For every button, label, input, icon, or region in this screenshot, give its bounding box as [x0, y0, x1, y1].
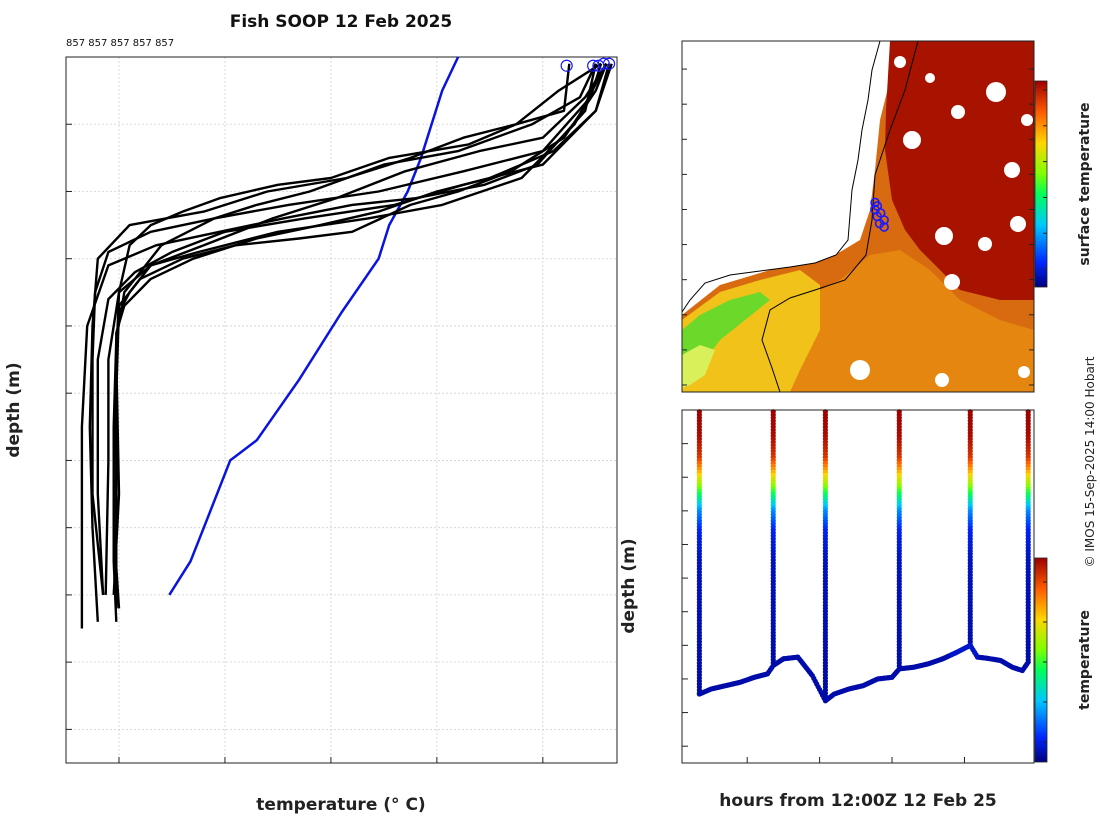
section-dots — [696, 409, 1031, 704]
section-ticks — [682, 409, 965, 763]
map-axes-box — [681, 40, 1035, 393]
sst-map-panel: surface temperature — [681, 40, 1093, 393]
section-colorbar — [1034, 557, 1048, 763]
profile-lines — [80, 62, 613, 629]
cloud-gaps — [850, 56, 1033, 387]
profile-series-7 — [112, 63, 608, 595]
profile-y-axis-label: depth (m) — [4, 362, 24, 457]
ship-track-point — [879, 222, 889, 232]
surface-markers — [560, 57, 616, 72]
section-dot — [1025, 659, 1031, 665]
profile-ticks — [66, 56, 544, 763]
sst-field — [682, 41, 1034, 392]
surface-marker — [602, 57, 616, 70]
credit-text: © IMOS 15-Sep-2025 14:00 Hobart — [1083, 356, 1097, 567]
sst-orange-band — [760, 250, 1034, 392]
profile-series-10 — [80, 63, 597, 629]
profile-grid — [66, 56, 617, 763]
map-colorbar-label: surface temperature — [1077, 102, 1093, 265]
section-panel: temperature hours from 12:00Z 12 Feb 25 … — [619, 409, 1093, 811]
sst-warm-core — [885, 41, 1034, 300]
climatology-line — [168, 56, 460, 596]
profile-panel: 857 857 857 857 857 temperature (° C) de… — [4, 38, 618, 815]
profile-series-4 — [104, 63, 608, 595]
profile-series-5 — [115, 63, 611, 595]
ship-track — [870, 197, 889, 232]
section-colorbar-ticks — [1043, 581, 1047, 743]
land-mask — [682, 41, 880, 312]
coastline — [682, 41, 881, 313]
surface-marker — [597, 57, 610, 70]
profile-series-2 — [112, 63, 597, 609]
map-ticks — [682, 68, 1034, 386]
profile-series-8 — [115, 63, 608, 609]
section-y-axis-label: depth (m) — [619, 538, 639, 633]
climatology-series — [168, 56, 460, 596]
profile-axes-box — [65, 56, 618, 764]
profile-top-labels: 857 857 857 857 857 — [66, 38, 174, 49]
section-colorbar-label: temperature — [1077, 610, 1093, 710]
section-x-axis-label: hours from 12:00Z 12 Feb 25 — [719, 791, 997, 811]
figure-title: Fish SOOP 12 Feb 2025 — [230, 12, 453, 32]
profile-series-6 — [96, 63, 613, 595]
section-axes-box — [681, 409, 1035, 764]
map-colorbar — [1034, 80, 1048, 288]
profile-series-3 — [88, 62, 602, 622]
shelf-contour — [761, 41, 919, 392]
profile-series-9 — [91, 63, 603, 596]
sst-yellow-patch — [682, 345, 715, 388]
map-colorbar-ticks — [1043, 89, 1047, 270]
profile-x-axis-label: temperature (° C) — [256, 795, 425, 815]
surface-marker — [560, 59, 573, 72]
